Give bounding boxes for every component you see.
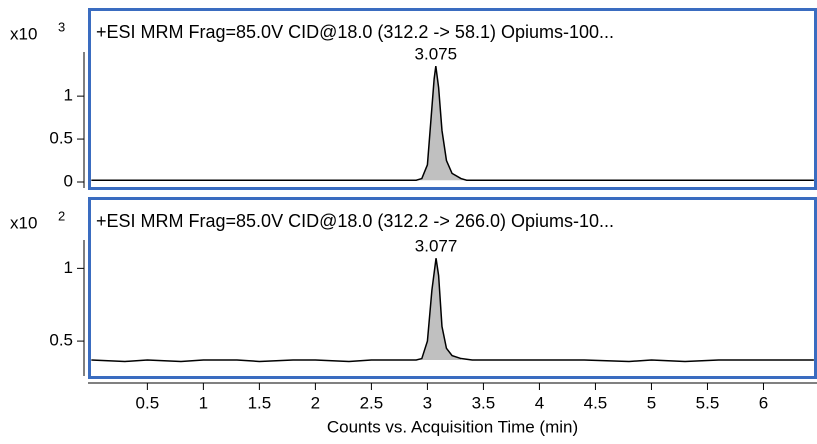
x-tick-label: 6: [759, 393, 768, 412]
y-tick-label: 0: [64, 171, 73, 190]
trace: [91, 258, 814, 363]
x-tick-label: 2: [311, 393, 320, 412]
x-tick-label: 1.5: [248, 393, 272, 412]
x-tick-label: 5.5: [696, 393, 720, 412]
x-tick-label: 3.5: [472, 393, 496, 412]
x-tick-label: 5: [647, 393, 656, 412]
y-multiplier: x10: [10, 213, 37, 232]
x-tick-label: 2.5: [360, 393, 384, 412]
peak-label: 3.075: [415, 45, 458, 64]
x-tick-label: 4: [535, 393, 544, 412]
panel-title: +ESI MRM Frag=85.0V CID@18.0 (312.2 -> 5…: [96, 22, 614, 42]
y-tick-label: 0.5: [49, 129, 73, 148]
x-tick-label: 3: [423, 393, 432, 412]
panel-border: [88, 197, 817, 379]
y-multiplier: x10: [10, 24, 37, 43]
x-tick-label: 1: [199, 393, 208, 412]
peak-label: 3.077: [415, 237, 458, 256]
y-exponent: 2: [58, 208, 65, 223]
y-tick-label: 0.5: [49, 331, 73, 350]
y-tick-label: 1: [64, 258, 73, 277]
x-axis-title: Counts vs. Acquisition Time (min): [327, 417, 578, 436]
panel-title: +ESI MRM Frag=85.0V CID@18.0 (312.2 -> 2…: [96, 211, 614, 231]
panel-border: [88, 8, 817, 190]
x-tick-label: 0.5: [136, 393, 160, 412]
y-tick-label: 1: [64, 86, 73, 105]
trace: [91, 65, 814, 182]
x-tick-label: 4.5: [584, 393, 608, 412]
peak-area: [405, 258, 462, 360]
y-exponent: 3: [58, 19, 65, 34]
